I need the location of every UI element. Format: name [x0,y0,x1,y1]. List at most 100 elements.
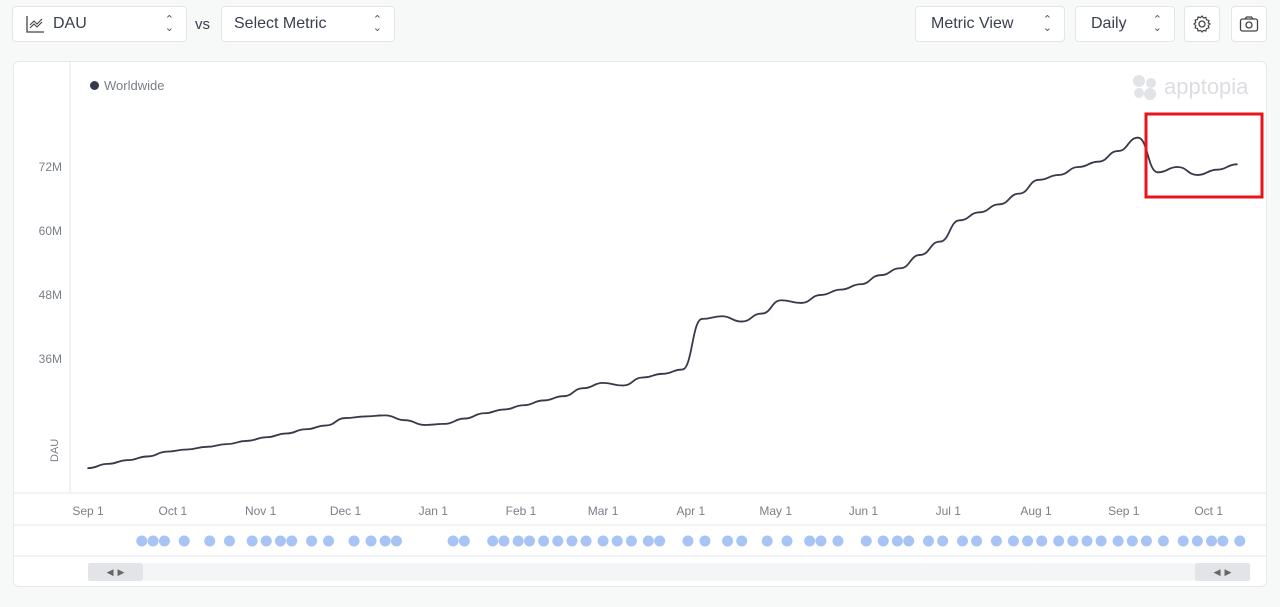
annotation-marker[interactable] [1177,535,1189,547]
annotation-marker[interactable] [178,535,190,547]
annotation-marker[interactable] [1036,535,1048,547]
annotation-marker[interactable] [1157,535,1169,547]
data-point [958,219,961,222]
data-point [879,274,882,276]
data-point [483,412,486,415]
series-line-worldwide [87,136,1238,470]
annotation-marker[interactable] [348,535,360,547]
metric-select-value: DAU [53,15,87,32]
compare-metric-select[interactable]: Select Metric ⌃ ⌄ [221,6,395,42]
settings-button[interactable] [1184,6,1220,42]
annotation-marker[interactable] [458,535,470,547]
annotation-marker[interactable] [538,535,550,547]
annotation-marker[interactable] [390,535,402,547]
annotation-marker[interactable] [625,535,637,547]
annotation-marker[interactable] [447,535,459,547]
y-tick-label: 36M [39,352,62,366]
y-tick-label: 72M [39,160,62,174]
data-point [423,424,426,426]
annotation-marker[interactable] [1126,535,1138,547]
annotation-marker[interactable] [722,535,734,547]
annotation-marker[interactable] [1007,535,1019,547]
view-select-value: Metric View [931,15,1014,32]
data-point [542,399,545,402]
data-point [1018,192,1020,195]
annotation-marker[interactable] [246,535,258,547]
annotation-marker[interactable] [1022,535,1034,547]
annotation-marker[interactable] [1112,535,1124,547]
data-point [265,436,268,439]
data-point [939,240,941,243]
annotation-marker[interactable] [1234,535,1246,547]
annotation-marker[interactable] [877,535,889,547]
annotation-marker[interactable] [306,535,318,547]
annotation-marker[interactable] [1081,535,1093,547]
x-tick-label: Nov 1 [245,504,277,518]
data-point [919,254,921,256]
annotation-marker[interactable] [815,535,827,547]
annotation-marker[interactable] [224,535,235,547]
screenshot-button[interactable] [1231,6,1267,42]
annotation-marker[interactable] [611,535,623,547]
data-point [443,423,446,425]
annotation-marker[interactable] [1095,535,1107,547]
data-point [1156,171,1159,174]
data-point [1117,150,1119,152]
annotation-marker[interactable] [552,535,564,547]
annotation-marker[interactable] [136,535,148,547]
annotation-marker[interactable] [891,535,903,547]
annotation-marker[interactable] [1053,535,1065,547]
annotation-marker[interactable] [286,535,298,547]
annotation-marker[interactable] [682,535,694,547]
annotation-marker[interactable] [523,535,535,547]
apptopia-logo: apptopia [1132,74,1248,100]
annotation-marker[interactable] [903,535,915,547]
range-handle-left[interactable]: ◀ ▶ [88,563,143,581]
y-tick-label: 60M [39,224,62,238]
annotation-marker[interactable] [1140,535,1152,547]
annotation-marker[interactable] [379,535,391,547]
annotation-marker[interactable] [923,535,935,547]
annotation-marker[interactable] [566,535,578,547]
annotation-marker[interactable] [990,535,1002,547]
annotation-marker[interactable] [274,535,286,547]
legend-item-worldwide[interactable]: Worldwide [90,78,164,93]
annotation-marker[interactable] [260,535,272,547]
scroll-track[interactable] [88,563,1250,581]
data-point [1176,166,1179,168]
annotation-marker[interactable] [597,535,609,547]
annotation-marker[interactable] [580,535,592,547]
interval-select[interactable]: Daily ⌃ ⌄ [1075,6,1175,42]
annotation-marker[interactable] [736,535,748,547]
annotation-marker[interactable] [654,535,666,547]
metric-select[interactable]: DAU ⌃ ⌄ [12,6,187,42]
data-point [622,384,624,387]
annotation-marker[interactable] [956,535,968,547]
annotation-marker[interactable] [158,535,170,547]
annotation-marker[interactable] [512,535,524,547]
annotation-marker[interactable] [498,535,510,547]
data-point [324,424,327,427]
annotation-marker[interactable] [204,535,216,547]
annotation-marker[interactable] [860,535,872,547]
annotation-marker[interactable] [1217,535,1229,547]
annotation-marker[interactable] [642,535,654,547]
annotation-marker[interactable] [804,535,816,547]
annotation-marker[interactable] [1206,535,1218,547]
data-point [1137,136,1139,139]
range-handle-right[interactable]: ◀ ▶ [1195,563,1250,581]
annotation-marker[interactable] [937,535,949,547]
annotation-marker[interactable] [323,535,335,547]
view-select[interactable]: Metric View ⌃ ⌄ [915,6,1065,42]
annotation-marker[interactable] [761,535,773,547]
annotation-marker[interactable] [699,535,711,547]
annotation-marker[interactable] [147,535,159,547]
annotation-marker[interactable] [365,535,377,547]
interval-select-value: Daily [1091,15,1127,32]
annotation-marker[interactable] [781,535,793,547]
annotation-marker[interactable] [971,535,983,547]
annotation-marker[interactable] [487,535,499,547]
annotation-marker[interactable] [832,535,844,547]
annotation-marker[interactable] [1067,535,1079,547]
annotation-marker[interactable] [1191,535,1203,547]
